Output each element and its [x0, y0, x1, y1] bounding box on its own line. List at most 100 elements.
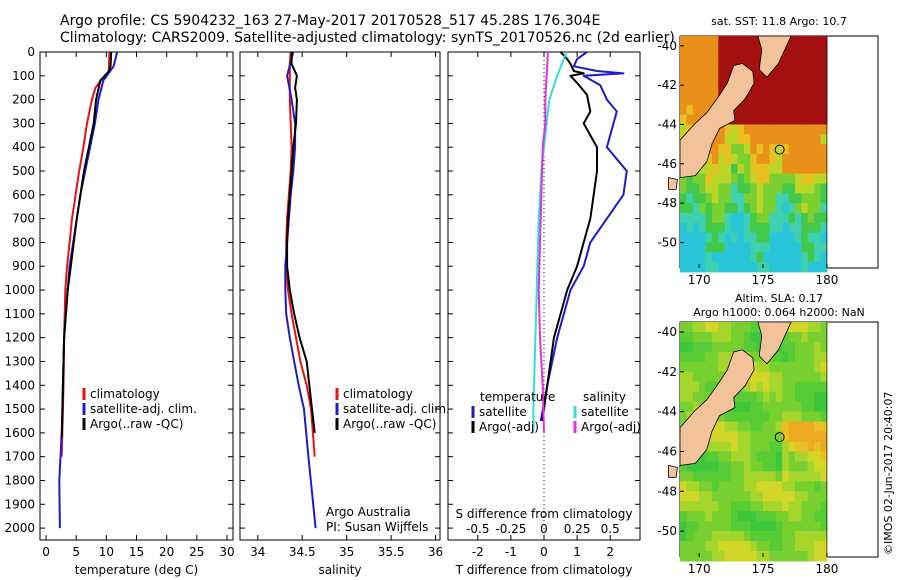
map-cell: [686, 491, 694, 502]
map-cell: [737, 252, 745, 263]
map-cell: [724, 521, 732, 532]
map-cell: [705, 461, 713, 472]
map-cell: [756, 252, 764, 263]
map-cell: [795, 481, 802, 492]
map-cell: [680, 361, 687, 373]
map-cell: [686, 262, 694, 273]
map-cell: [788, 154, 796, 165]
map-cell: [743, 212, 751, 224]
map-cell: [820, 531, 828, 542]
map-cell: [680, 104, 687, 116]
map-cell: [801, 75, 809, 86]
map-y-tick-label: -50: [657, 524, 677, 538]
map-y-tick-label: -50: [657, 235, 677, 249]
map-cell: [788, 371, 796, 383]
map-cell: [769, 551, 777, 562]
map-cell: [814, 212, 821, 224]
map-cell: [788, 551, 796, 562]
map-cell: [782, 212, 790, 224]
map-cell: [820, 481, 828, 492]
map-cell: [680, 531, 687, 542]
map-cell: [750, 252, 758, 263]
series-line-s_argo: [537, 51, 549, 433]
map-cell: [718, 124, 726, 135]
map-cell: [724, 183, 732, 194]
map-cell: [731, 551, 738, 562]
map-cell: [731, 193, 738, 204]
x-tick-label: 0: [42, 545, 50, 559]
map-cell: [801, 351, 809, 363]
map-cell: [724, 341, 732, 353]
map-cell: [782, 144, 790, 155]
map-cell: [699, 451, 707, 462]
map-cell: [807, 232, 815, 243]
map-cell: [705, 154, 713, 165]
map-cell: [801, 481, 809, 492]
map-cell: [795, 341, 802, 353]
map-cell: [680, 242, 687, 253]
map-cell: [743, 451, 751, 462]
map-cell: [801, 114, 809, 125]
map-cell: [801, 461, 809, 472]
map-cell: [686, 85, 694, 96]
map-cell: [743, 144, 751, 155]
map-cell: [775, 541, 783, 552]
map-cell: [820, 341, 828, 353]
header-line-2: Climatology: CARS2009. Satellite-adjuste…: [60, 30, 675, 46]
map-cell: [750, 173, 758, 184]
map-cell: [801, 541, 809, 552]
map-cell: [788, 351, 796, 363]
map-cell: [769, 451, 777, 462]
map-cell: [692, 381, 700, 393]
map-cell: [820, 85, 828, 96]
map-cell: [692, 461, 700, 472]
map-cell: [692, 65, 700, 76]
map-cell: [692, 551, 700, 562]
map-cell: [743, 124, 751, 135]
map-cell: [795, 173, 802, 184]
map-cell: [680, 401, 687, 413]
map-cell: [737, 104, 745, 116]
map-cell: [756, 471, 764, 482]
legend-label: Argo(-adj): [479, 420, 539, 434]
map-cell: [820, 124, 828, 135]
series-line-satellite: [539, 51, 628, 422]
legend-title-temperature: temperature: [480, 390, 555, 404]
map-cell: [737, 391, 745, 403]
map-cell: [769, 193, 777, 204]
map-cell: [692, 193, 700, 204]
map-cell: [801, 262, 809, 273]
map-cell: [724, 421, 732, 433]
map-cell: [807, 511, 815, 522]
map-cell: [814, 134, 821, 145]
map-cell: [801, 193, 809, 204]
map-cell: [769, 183, 777, 194]
map-cell: [680, 95, 687, 106]
map-cell: [686, 36, 694, 47]
map-cell: [756, 541, 764, 552]
map-cell: [711, 501, 719, 512]
map-cell: [750, 95, 758, 106]
map-cell: [782, 252, 790, 263]
legend-title-salinity: salinity: [583, 390, 626, 404]
map-cell: [750, 332, 758, 343]
map-cell: [820, 351, 828, 363]
map-cell: [801, 242, 809, 253]
map-cell: [807, 521, 815, 532]
series-line-s_satellite: [532, 51, 568, 433]
map-cell: [814, 203, 821, 214]
map-cell: [711, 451, 719, 462]
map-cell: [711, 471, 719, 482]
map-cell: [750, 421, 758, 433]
map-cell: [711, 351, 719, 363]
map-cell: [788, 242, 796, 253]
map-cell: [763, 104, 770, 116]
map-cell: [750, 85, 758, 96]
map-cell: [718, 203, 726, 214]
map-cell: [775, 75, 783, 86]
map-cell: [718, 183, 726, 194]
map-cell: [763, 85, 770, 96]
map-cell: [699, 75, 707, 86]
map-cell: [680, 203, 687, 214]
map-cell: [795, 411, 802, 423]
